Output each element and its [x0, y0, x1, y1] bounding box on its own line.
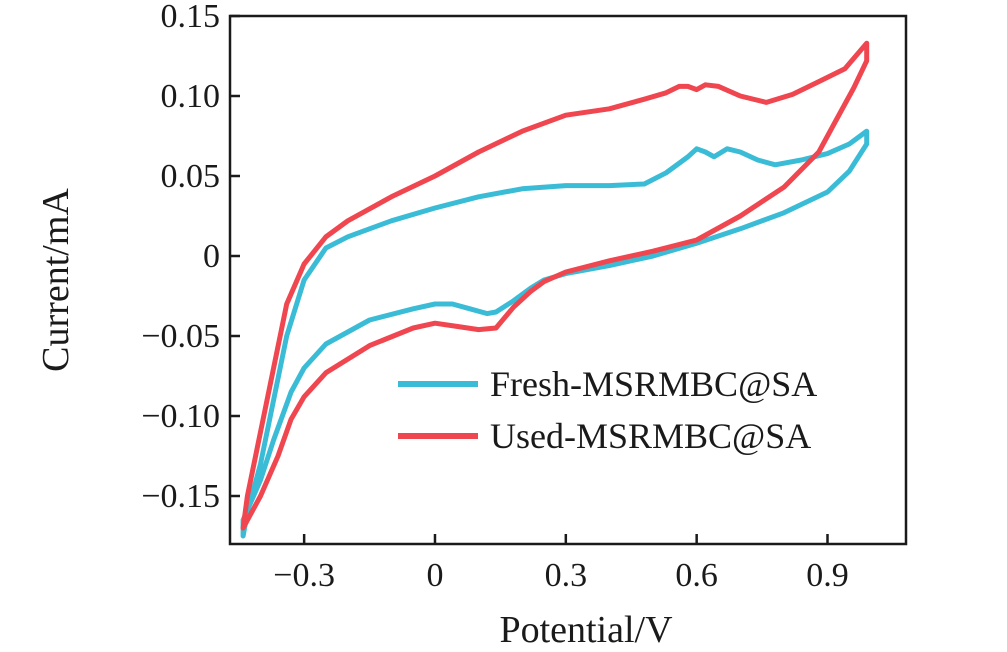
y-tick-label: 0.10 [161, 78, 221, 115]
series-layer [240, 40, 870, 539]
x-tick-label: 0 [426, 557, 443, 594]
x-axis-title: Potential/V [499, 609, 673, 651]
legend-label-fresh: Fresh-MSRMBC@SA [490, 364, 817, 404]
x-tick-label: 0.6 [675, 557, 718, 594]
x-axis: −0.3 0 0.3 0.6 0.9 [273, 534, 849, 594]
y-tick-label: −0.15 [141, 478, 220, 515]
x-tick-label: −0.3 [273, 557, 335, 594]
legend: Fresh-MSRMBC@SA Used-MSRMBC@SA [398, 364, 817, 456]
y-axis-title: Current/mA [35, 188, 77, 372]
legend-label-used: Used-MSRMBC@SA [490, 416, 811, 456]
x-tick-label: 0.3 [545, 557, 588, 594]
x-tick-label: 0.9 [806, 557, 849, 594]
y-axis: 0.15 0.10 0.05 0 −0.05 −0.10 −0.15 [141, 0, 240, 515]
y-tick-label: 0.05 [161, 158, 221, 195]
series-line-fresh [240, 128, 870, 539]
y-tick-label: 0 [203, 238, 220, 275]
y-tick-label: −0.10 [141, 398, 220, 435]
y-tick-label: −0.05 [141, 318, 220, 355]
y-tick-label: 0.15 [161, 0, 221, 35]
series-line-used [240, 40, 870, 531]
plot-frame [228, 14, 908, 546]
